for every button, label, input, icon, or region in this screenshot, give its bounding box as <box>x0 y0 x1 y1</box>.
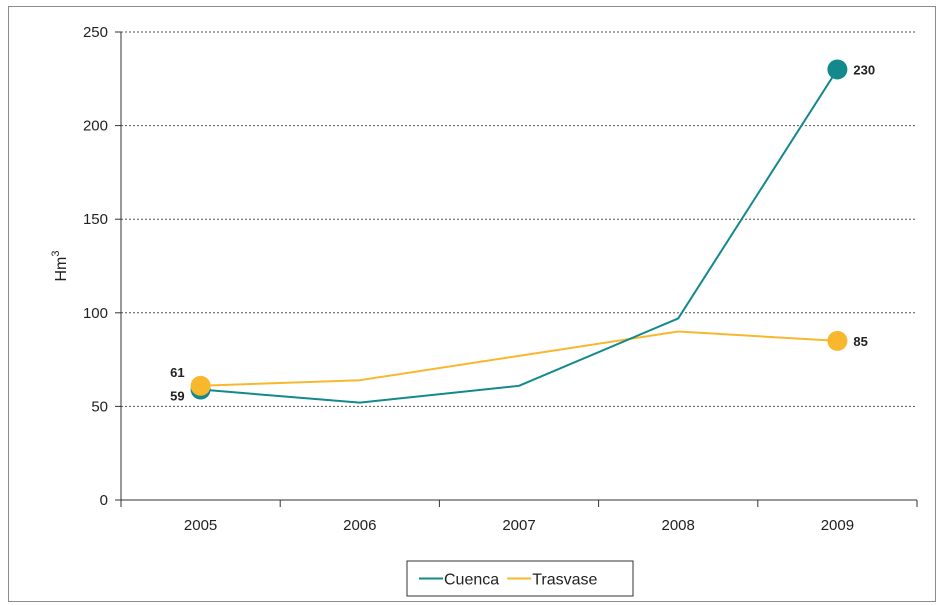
marker-trasvase-2005 <box>190 375 211 396</box>
y-tick-label: 100 <box>83 305 108 322</box>
y-axis-ticks: 0 50 100 150 200 250 <box>83 24 121 509</box>
data-label-cuenca-2009: 230 <box>853 62 875 77</box>
marker-cuenca-2009 <box>827 59 848 80</box>
series-line-cuenca <box>200 68 839 404</box>
gridlines <box>121 31 917 407</box>
data-labels: 59 230 61 85 <box>170 62 875 403</box>
x-tick-label: 2009 <box>821 517 854 534</box>
x-tick-label: 2008 <box>662 517 695 534</box>
marker-trasvase-2009 <box>827 330 848 351</box>
legend-label-cuenca: Cuenca <box>444 572 499 589</box>
data-label-trasvase-2005: 61 <box>170 365 184 380</box>
y-tick-label: 250 <box>83 24 108 41</box>
x-tick-label: 2006 <box>343 517 376 534</box>
data-label-trasvase-2009: 85 <box>853 334 867 349</box>
x-tick-label: 2005 <box>184 517 217 534</box>
x-tick-label: 2007 <box>502 517 535 534</box>
series-line-trasvase <box>200 330 838 387</box>
series-markers <box>190 59 848 400</box>
x-axis-ticks: 2005 2006 2007 2008 2009 <box>120 500 918 534</box>
y-axis-title: Hm3 <box>50 250 70 281</box>
y-tick-label: 150 <box>83 211 108 228</box>
data-label-cuenca-2005: 59 <box>170 389 184 404</box>
series-lines <box>200 68 839 404</box>
y-tick-label: 50 <box>91 398 108 415</box>
legend: Cuenca Trasvase <box>406 560 634 597</box>
chart-frame <box>8 6 936 602</box>
y-tick-label: 200 <box>83 118 108 135</box>
y-tick-label: 0 <box>100 492 108 509</box>
axes <box>120 32 917 501</box>
legend-label-trasvase: Trasvase <box>532 572 597 589</box>
